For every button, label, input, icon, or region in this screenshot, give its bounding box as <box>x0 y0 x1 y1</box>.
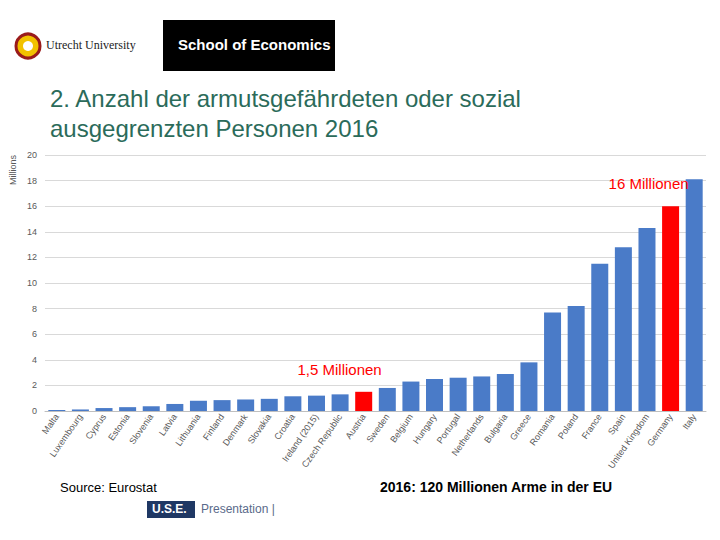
svg-text:1,5 Millionen: 1,5 Millionen <box>297 361 381 378</box>
svg-text:2: 2 <box>32 380 37 390</box>
svg-text:Estonia: Estonia <box>106 412 132 443</box>
svg-text:Source: Eurostat: Source: Eurostat <box>60 480 157 495</box>
svg-text:Austria: Austria <box>344 412 368 441</box>
svg-text:Spain: Spain <box>606 412 627 437</box>
svg-text:Poland: Poland <box>556 412 580 441</box>
svg-text:Millions: Millions <box>8 154 18 185</box>
svg-text:4: 4 <box>32 355 37 365</box>
svg-text:Ireland (2015): Ireland (2015) <box>280 412 321 464</box>
svg-text:Latvia: Latvia <box>157 412 179 437</box>
svg-text:0: 0 <box>32 406 37 416</box>
svg-text:Romania: Romania <box>528 412 557 447</box>
svg-text:6: 6 <box>32 329 37 339</box>
svg-text:2016:: 2016: <box>380 479 420 495</box>
svg-text:Finland: Finland <box>201 412 226 442</box>
svg-text:Croatia: Croatia <box>272 412 297 442</box>
svg-text:Denmark: Denmark <box>221 412 250 448</box>
svg-text:Netherlands: Netherlands <box>450 412 486 458</box>
svg-text:120 Millionen: 120 Millionen <box>420 479 508 495</box>
svg-text:Sweden: Sweden <box>365 412 392 444</box>
svg-text:Belgium: Belgium <box>388 412 415 445</box>
svg-text:8: 8 <box>32 304 37 314</box>
svg-text:Arme in der EU: Arme in der EU <box>508 479 613 495</box>
svg-text:20: 20 <box>27 150 37 160</box>
svg-text:12: 12 <box>27 252 37 262</box>
svg-text:School of Economics: School of Economics <box>178 36 331 53</box>
svg-text:Czech Republic: Czech Republic <box>300 412 345 470</box>
svg-text:Bulgaria: Bulgaria <box>482 412 509 445</box>
svg-text:18: 18 <box>27 176 37 186</box>
svg-text:ausgegrenzten Personen 2016: ausgegrenzten Personen 2016 <box>50 115 378 142</box>
svg-text:Luxembourg: Luxembourg <box>48 412 85 459</box>
svg-text:Italy: Italy <box>681 412 699 432</box>
svg-text:Slovenia: Slovenia <box>127 412 155 446</box>
svg-text:Malta: Malta <box>40 412 61 436</box>
svg-text:10: 10 <box>27 278 37 288</box>
svg-text:France: France <box>580 412 604 441</box>
svg-text:Utrecht University: Utrecht University <box>46 38 136 52</box>
svg-text:Presentation |: Presentation | <box>201 502 275 516</box>
svg-text:U.S.E.: U.S.E. <box>152 502 187 516</box>
svg-text:Cyprus: Cyprus <box>84 412 109 441</box>
svg-text:2. Anzahl der armutsgefährdete: 2. Anzahl der armutsgefährdeten oder soz… <box>50 85 528 112</box>
svg-text:Lithuania: Lithuania <box>173 412 202 448</box>
svg-text:16 Millionen: 16 Millionen <box>609 175 689 192</box>
svg-text:Hungary: Hungary <box>410 412 439 446</box>
svg-text:14: 14 <box>27 227 37 237</box>
svg-text:Slovakia: Slovakia <box>246 412 274 446</box>
svg-text:United Kingdom: United Kingdom <box>606 412 651 470</box>
svg-text:Greece: Greece <box>508 412 533 442</box>
svg-text:16: 16 <box>27 201 37 211</box>
svg-text:Portugal: Portugal <box>434 412 463 446</box>
svg-text:Germany: Germany <box>645 412 675 448</box>
